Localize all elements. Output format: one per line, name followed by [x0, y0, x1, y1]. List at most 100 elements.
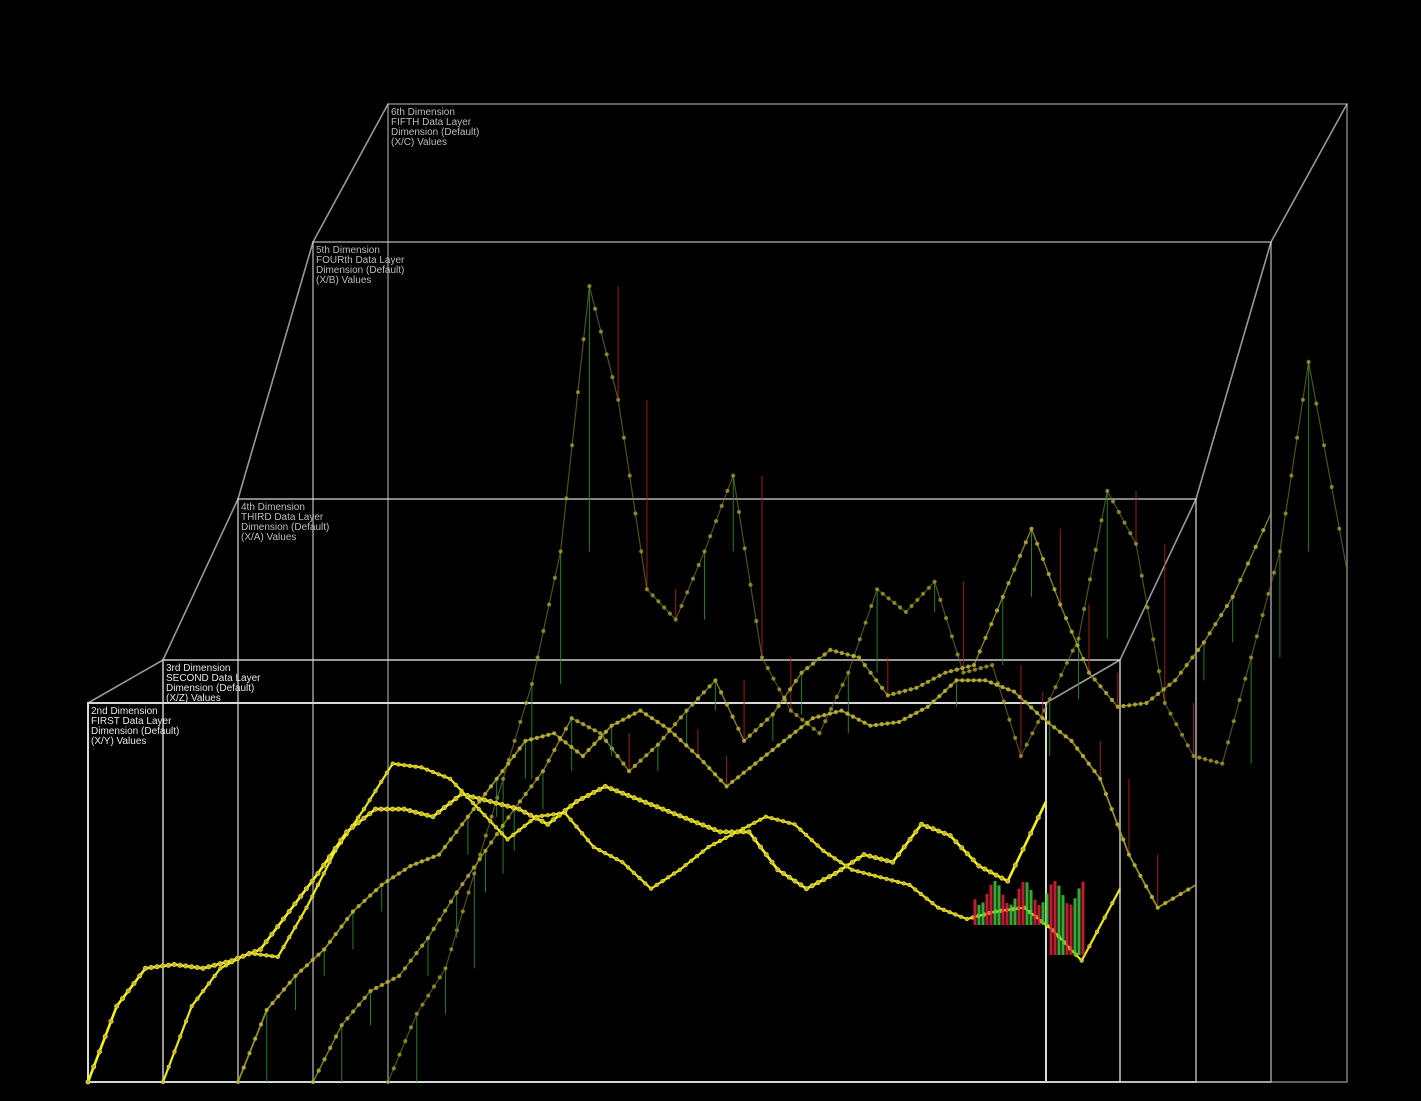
layer4-point [523, 791, 528, 797]
layer4-point [1063, 615, 1069, 621]
layer4-point [1029, 526, 1034, 531]
layer3-point [333, 932, 338, 937]
layer5-point [990, 662, 995, 668]
layer2-point [293, 925, 298, 930]
layer4-point [374, 985, 379, 991]
layer1-point [987, 869, 993, 875]
layer3-point [379, 882, 384, 888]
layer1-point [947, 833, 953, 839]
layer2-point [614, 856, 619, 862]
layer3-point [655, 719, 660, 725]
layer3-point [1155, 905, 1160, 910]
layer1-point [936, 828, 942, 834]
layer2-point [315, 882, 321, 888]
layer4-point [977, 649, 982, 654]
layer3-point [707, 766, 712, 771]
layer4-point [1023, 540, 1028, 545]
layer1-point [660, 806, 666, 812]
layer4-point [845, 652, 850, 657]
layer3-point [1149, 894, 1154, 900]
layer5-point [431, 984, 437, 989]
layer3-point [1092, 769, 1097, 774]
layer1-point [574, 798, 580, 804]
layer1-point [234, 955, 240, 961]
layer4-point [397, 973, 402, 979]
layer2-point [493, 825, 499, 830]
layer3-point [661, 723, 666, 728]
layer2-point [511, 832, 516, 838]
layer1-point [545, 821, 551, 827]
layer1-point [976, 863, 982, 869]
layer1-point [487, 798, 493, 804]
layer5-point [1133, 541, 1139, 546]
layer5-point [621, 435, 627, 440]
layer3-point [954, 678, 959, 683]
layer1-point [568, 803, 574, 809]
layer2-point [321, 871, 326, 876]
layer1-point [240, 953, 246, 959]
layer1-point [223, 959, 229, 965]
layer2-point [643, 881, 648, 886]
layer4-point [1138, 701, 1143, 706]
layer5-point [564, 496, 569, 501]
layer2-point [654, 882, 659, 888]
layer5-point [478, 852, 483, 857]
layer5-point [1059, 672, 1064, 678]
layer4-point [891, 691, 896, 697]
layer2-point [758, 817, 763, 822]
layer5-point [742, 546, 747, 551]
layer3-point [753, 761, 758, 766]
layer5-point [587, 284, 592, 289]
layer5-point [1122, 520, 1127, 525]
layer2-point [821, 848, 826, 853]
layer3-point [862, 720, 867, 725]
layer5-point [754, 618, 759, 624]
layer1-point [752, 836, 758, 842]
layer5-point [1271, 570, 1277, 575]
layer2-point [648, 886, 654, 891]
layer5-point [1036, 719, 1041, 725]
layer4-point [1190, 655, 1195, 660]
layer5-point [897, 605, 903, 610]
layer3-point [758, 756, 764, 762]
layer2-point [683, 863, 688, 868]
layer5-point [1156, 669, 1162, 674]
layer4-point [339, 1023, 344, 1028]
layer2-point [390, 761, 395, 766]
layer1-point [941, 830, 947, 836]
layer1-point [229, 958, 235, 964]
layer5-point [420, 1002, 425, 1007]
layer4-point [914, 685, 919, 690]
layer1-point [436, 809, 442, 815]
layer3-point [810, 716, 815, 721]
layer3-point [1000, 684, 1005, 690]
layer2-point [258, 952, 263, 957]
layer4-point [718, 690, 724, 695]
layer1-point [895, 852, 901, 858]
layer2-point [712, 841, 717, 847]
layer5-point [523, 700, 529, 706]
layer5-point [1248, 655, 1254, 660]
layer2-point [396, 762, 401, 767]
layer5-point [759, 655, 765, 660]
layer3-point [925, 704, 930, 709]
layer3-point [1098, 776, 1103, 781]
layer1-point [131, 980, 137, 986]
layer2-point [849, 867, 855, 872]
layer4-point [1052, 587, 1057, 592]
layer1-point [510, 805, 516, 811]
layer2-point [867, 872, 872, 877]
layer2-point [178, 1034, 183, 1039]
layer4-point [356, 1002, 362, 1007]
layer5-point [592, 306, 598, 311]
layer2-point [930, 900, 935, 906]
layer5-point [1082, 606, 1087, 612]
layer1-point [418, 811, 424, 817]
layer3-point [253, 1036, 258, 1041]
layer2-point [402, 763, 407, 768]
layer3-point [1132, 863, 1137, 868]
layer2-point [407, 763, 413, 769]
layer3-point [546, 732, 551, 737]
layer1-point [171, 961, 177, 967]
layer1-point [556, 812, 562, 818]
